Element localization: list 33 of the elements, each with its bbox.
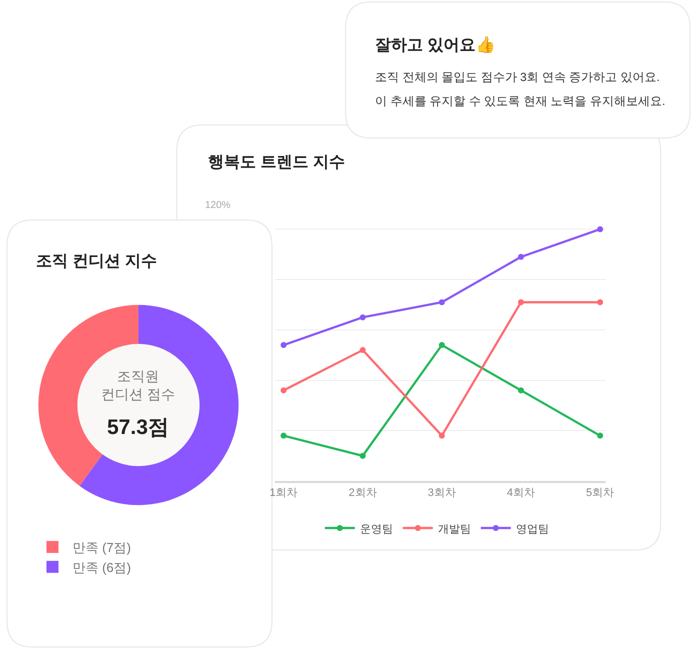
x-tick-label: 1회차 [270, 487, 298, 500]
point [518, 387, 524, 394]
legend-label: 만족 (6점) [72, 560, 131, 575]
point [280, 387, 287, 394]
legend-label: 영업팀 [516, 523, 549, 536]
point [280, 342, 287, 348]
point [438, 342, 445, 348]
x-tick-label: 3회차 [428, 487, 456, 500]
text: 잘하고 있어요👍 [375, 35, 496, 54]
point [360, 452, 366, 459]
point [597, 226, 604, 232]
chart-title: 조직 컨디션 지수 [36, 253, 157, 270]
legend-label: 운영팀 [360, 523, 393, 536]
point [360, 314, 366, 320]
text: 57.3점 [107, 416, 169, 439]
point [360, 347, 366, 354]
x-tick-label: 5회차 [586, 487, 614, 500]
point [597, 299, 604, 306]
point [280, 432, 287, 439]
donut-slice [80, 304, 239, 506]
legend-label: 만족 (7점) [72, 540, 131, 556]
chart-title: 행복도 트렌드 지수 [208, 154, 345, 171]
text: 조직원 컨디션 점수 [101, 368, 175, 402]
point [438, 432, 445, 439]
point [518, 299, 524, 306]
x-tick-label: 4회차 [506, 487, 536, 500]
point [518, 254, 524, 260]
point [438, 299, 445, 306]
text: 조직 전체의 몰입도 점수가 3회 연속 증가하고 있어요. 이 추세를 유지할 수 있도록 현재 노력을 유지해보세요. [375, 70, 666, 108]
point [597, 432, 604, 439]
x-tick-label: 2회차 [348, 487, 377, 500]
text: 120% [205, 200, 231, 211]
legend-label: 개발팀 [438, 523, 471, 536]
